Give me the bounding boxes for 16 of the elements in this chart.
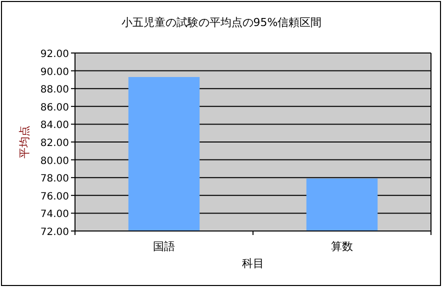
ytick: 84.00 xyxy=(40,120,69,132)
title: 小五児童の試験の平均点の95%信頼区間 xyxy=(121,16,322,29)
ylabel: 平均点 xyxy=(18,126,31,158)
ytick: 80.00 xyxy=(40,156,69,167)
ytick: 76.00 xyxy=(40,191,69,202)
ytick: 90.00 xyxy=(40,66,69,78)
ytick: 72.00 xyxy=(40,227,69,238)
ytick: 82.00 xyxy=(40,138,69,149)
ytick: 88.00 xyxy=(40,84,69,96)
ytick: 92.00 xyxy=(40,49,69,60)
xtick: 国語 xyxy=(153,240,175,253)
ytick: 78.00 xyxy=(40,174,69,185)
ytick: 86.00 xyxy=(40,102,69,114)
xlabel: 科目 xyxy=(242,257,264,270)
ytick: 74.00 xyxy=(40,209,69,220)
xtick: 算数 xyxy=(331,240,353,253)
